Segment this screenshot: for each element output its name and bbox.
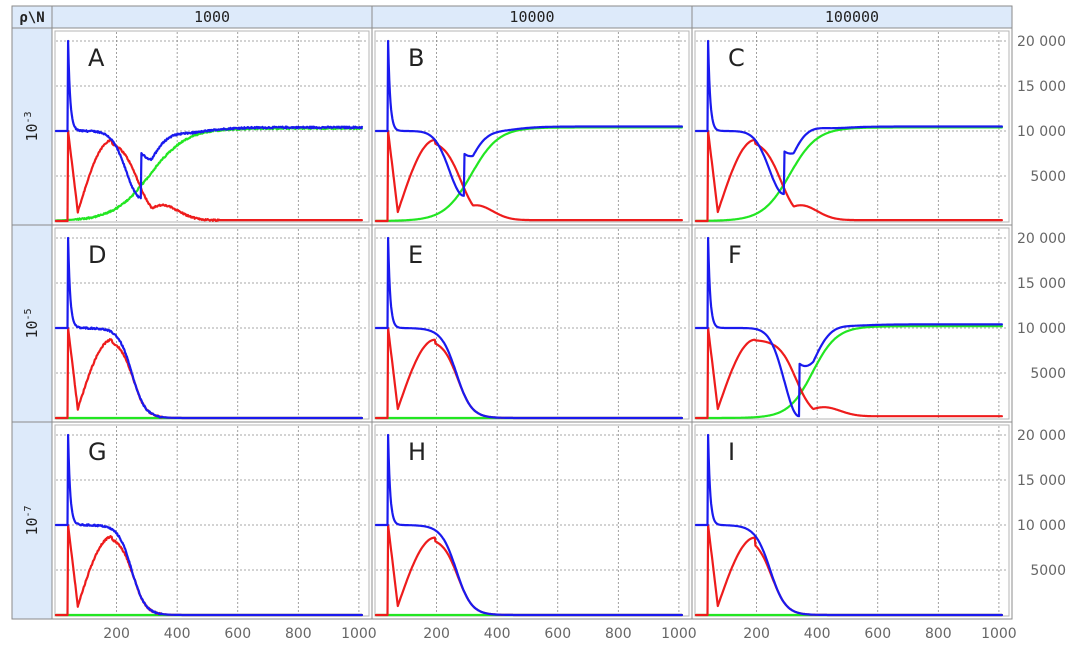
panel-label: E bbox=[408, 241, 423, 269]
x-tick-label: 400 bbox=[804, 626, 831, 642]
x-tick-label: 600 bbox=[864, 626, 891, 642]
column-header-label: 1000 bbox=[194, 8, 230, 26]
x-tick-label: 200 bbox=[743, 626, 770, 642]
x-tick-label: 600 bbox=[544, 626, 571, 642]
plot-area bbox=[374, 30, 690, 223]
panel-A: A bbox=[51, 27, 373, 226]
blue-series-line bbox=[694, 39, 1004, 196]
row-header-label: 10-7 bbox=[23, 505, 41, 535]
y-tick-label: 20 000 bbox=[1017, 231, 1066, 247]
y-tick-label: 10 000 bbox=[1017, 321, 1066, 337]
panel-frame bbox=[371, 224, 693, 423]
panel-I: I bbox=[691, 421, 1013, 620]
x-tick-label: 1000 bbox=[661, 626, 697, 642]
blue-series-line bbox=[694, 236, 1004, 418]
panel-frame bbox=[51, 421, 373, 620]
red-series-line bbox=[694, 129, 1004, 223]
panel-frame bbox=[691, 421, 1013, 620]
red-series-line bbox=[694, 326, 1004, 420]
row-header bbox=[11, 27, 53, 226]
blue-series-line bbox=[374, 433, 684, 617]
x-tick-label: 600 bbox=[224, 626, 251, 642]
x-tick-label: 200 bbox=[423, 626, 450, 642]
panel-F: F bbox=[691, 224, 1013, 423]
panel-label: D bbox=[88, 241, 106, 269]
x-tick-label: 400 bbox=[164, 626, 191, 642]
blue-series-line bbox=[54, 236, 363, 420]
corner-label: ρ\N bbox=[19, 10, 44, 26]
x-tick-label: 800 bbox=[925, 626, 952, 642]
x-tick-label: 800 bbox=[285, 626, 312, 642]
panel-G: G bbox=[51, 421, 373, 620]
blue-series-line bbox=[54, 433, 363, 617]
column-header-label: 10000 bbox=[509, 8, 554, 26]
blue-series-line bbox=[374, 236, 684, 420]
panel-label: I bbox=[728, 438, 735, 466]
row-header-label: 10-3 bbox=[23, 111, 41, 141]
y-tick-label: 15 000 bbox=[1017, 79, 1066, 95]
plot-area bbox=[694, 30, 1010, 223]
panel-frame bbox=[51, 27, 373, 226]
y-tick-label: 20 000 bbox=[1017, 428, 1066, 444]
panel-frame bbox=[371, 421, 693, 620]
panel-label: H bbox=[408, 438, 426, 466]
y-tick-label: 5000 bbox=[1030, 169, 1066, 185]
panel-label: G bbox=[88, 438, 107, 466]
y-tick-label: 5000 bbox=[1030, 366, 1066, 382]
y-tick-label: 15 000 bbox=[1017, 473, 1066, 489]
y-tick-label: 20 000 bbox=[1017, 34, 1066, 50]
blue-series-line bbox=[54, 39, 363, 200]
x-tick-label: 200 bbox=[103, 626, 130, 642]
x-tick-label: 1000 bbox=[981, 626, 1017, 642]
x-tick-label: 800 bbox=[605, 626, 632, 642]
y-axis: 5000 10 000 15 000 20 000 5000 10 000 15 000 20… bbox=[1017, 34, 1066, 579]
panel-label: A bbox=[88, 44, 105, 72]
red-series-line bbox=[54, 129, 363, 223]
plot-area bbox=[694, 227, 1010, 420]
panel-D: D bbox=[51, 224, 373, 423]
y-tick-label: 15 000 bbox=[1017, 276, 1066, 292]
panel-C: C bbox=[691, 27, 1013, 226]
row-header-label: 10-5 bbox=[23, 308, 41, 338]
panel-H: H bbox=[371, 421, 693, 620]
panel-label: F bbox=[728, 241, 742, 269]
panel-B: B bbox=[371, 27, 693, 226]
y-tick-label: 10 000 bbox=[1017, 124, 1066, 140]
column-header-label: 100000 bbox=[825, 8, 879, 26]
panel-E: E bbox=[371, 224, 693, 423]
blue-series-line bbox=[694, 433, 1004, 617]
y-tick-label: 5000 bbox=[1030, 563, 1066, 579]
x-axis: 200 400 600 800 1000 200 400 600 800 1000 200 400 60… bbox=[103, 626, 1017, 642]
panel-frame bbox=[51, 224, 373, 423]
x-tick-label: 1000 bbox=[341, 626, 377, 642]
column-headers: 1000 10000 100000 bbox=[51, 5, 1013, 29]
panel-grid: A B C D E F G H I bbox=[51, 27, 1013, 620]
blue-series-line bbox=[374, 39, 684, 197]
panel-label: B bbox=[408, 44, 424, 72]
x-tick-label: 400 bbox=[484, 626, 511, 642]
red-series-line bbox=[374, 129, 684, 223]
plot-area bbox=[54, 30, 370, 223]
row-header bbox=[11, 421, 53, 620]
panel-label: C bbox=[728, 44, 745, 72]
y-tick-label: 10 000 bbox=[1017, 518, 1066, 534]
row-headers: 10-3 10-5 10-7 bbox=[11, 27, 53, 620]
green-series-line bbox=[694, 325, 1004, 420]
